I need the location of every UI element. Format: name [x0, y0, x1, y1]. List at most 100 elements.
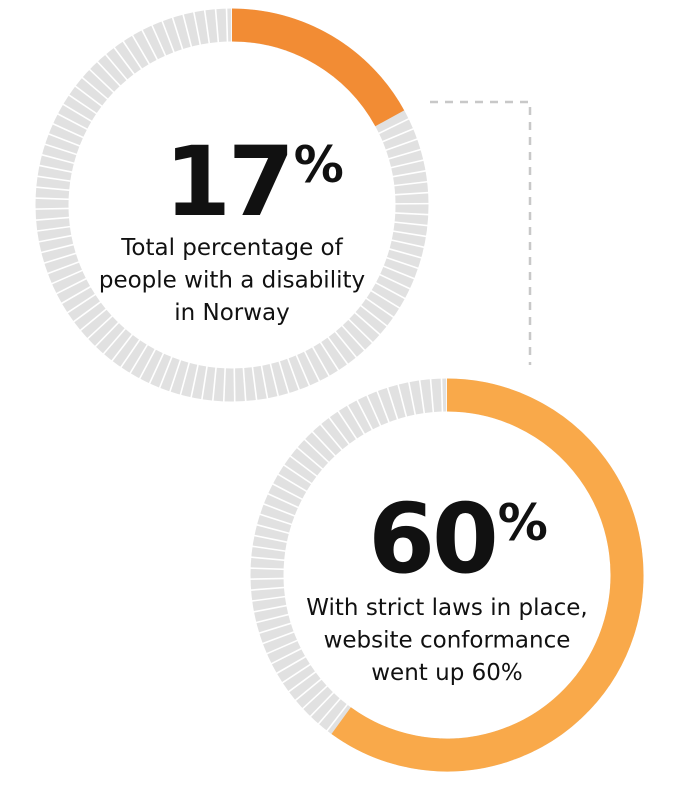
ring-divider: [131, 34, 151, 66]
ring-divider: [319, 423, 344, 452]
ring-divider: [359, 304, 389, 328]
ring-divider: [282, 463, 313, 485]
ring-divider: [384, 137, 419, 152]
ring-divider: [376, 390, 391, 424]
ring-divider: [394, 212, 430, 216]
ring-divider: [258, 513, 293, 526]
ring-divider: [364, 297, 395, 319]
ring-divider: [171, 16, 184, 51]
ring-divider: [141, 28, 159, 61]
ring-divider: [211, 366, 217, 402]
ring-divider: [286, 357, 301, 391]
charts: 17 % Total percentage of people with a disa…: [34, 7, 645, 773]
ring-divider: [440, 377, 444, 413]
description-line: With strict laws in place,: [306, 595, 587, 621]
value-label: 17: [164, 126, 292, 238]
ring-divider: [96, 60, 122, 88]
ring-divider: [161, 20, 176, 54]
ring-divider: [190, 363, 199, 399]
ring-divider: [61, 103, 93, 123]
description-line: went up 60%: [371, 660, 522, 686]
ring-divider: [225, 7, 229, 43]
ring-divider: [74, 84, 104, 108]
ring-divider: [51, 122, 85, 139]
ring-divider: [265, 639, 299, 655]
donut-arc: [331, 378, 644, 772]
ring-divider: [251, 366, 258, 402]
ring-divider: [386, 386, 399, 421]
ring-divider: [250, 586, 286, 591]
ring-divider: [38, 164, 73, 174]
ring-divider: [294, 677, 323, 702]
ring-divider: [429, 378, 435, 414]
ring-divider: [296, 446, 324, 471]
ring-divider: [251, 545, 287, 553]
description-line: in Norway: [174, 300, 290, 326]
ring-divider: [119, 338, 141, 369]
ring-divider: [340, 324, 366, 352]
ring-divider: [397, 383, 408, 418]
unit-label: %: [294, 136, 344, 194]
ring-divider: [66, 293, 97, 314]
ring-divider: [46, 260, 80, 275]
ring-divider: [158, 355, 173, 389]
ring-divider: [261, 630, 295, 645]
ring-divider: [325, 703, 349, 732]
ring-divider: [258, 622, 293, 635]
ring-divider: [369, 289, 401, 310]
ring-divider: [88, 68, 115, 94]
ring-divider: [347, 318, 374, 344]
ring-divider: [289, 454, 319, 478]
ring-divider: [382, 265, 416, 280]
unit-label: %: [498, 494, 548, 552]
ring-divider: [275, 655, 307, 675]
ring-divider: [303, 350, 321, 383]
ring-divider: [262, 502, 296, 517]
ring-divider: [50, 269, 84, 285]
ring-divider: [113, 46, 136, 76]
ring-divider: [55, 277, 88, 295]
ring-divider: [252, 604, 288, 613]
ring-divider: [326, 335, 349, 366]
ring-divider: [278, 360, 290, 395]
ring-divider: [34, 197, 70, 201]
ring-divider: [319, 341, 340, 372]
ring-divider: [253, 534, 288, 544]
ring-divider: [200, 365, 208, 401]
ring-divider: [381, 127, 415, 143]
ring-divider: [249, 577, 285, 580]
ring-divider: [266, 492, 300, 509]
ring-divider: [251, 595, 287, 602]
ring-divider: [309, 691, 335, 718]
ring-divider: [255, 523, 291, 535]
ring-divider: [393, 221, 429, 227]
ring-divider: [34, 207, 70, 210]
ring-divider: [43, 252, 78, 265]
ring-divider: [301, 684, 329, 710]
ring-divider: [334, 330, 358, 359]
ring-divider: [86, 314, 114, 340]
ring-divider: [391, 169, 427, 178]
ring-divider: [72, 300, 102, 323]
ring-divider: [388, 247, 423, 259]
ring-divider: [418, 379, 426, 415]
ring-divider: [94, 321, 120, 348]
ring-divider: [182, 13, 193, 48]
ring-divider: [56, 112, 89, 131]
ring-divider: [255, 613, 290, 624]
ring-divider: [35, 216, 71, 221]
connector: [430, 100, 532, 365]
ring-divider: [374, 281, 407, 300]
ring-divider: [249, 567, 285, 571]
ring-divider: [346, 404, 366, 436]
ring-divider: [392, 230, 428, 238]
ring-divider: [104, 53, 129, 82]
ring-divider: [311, 430, 337, 458]
ring-divider: [47, 132, 81, 147]
ring-divider: [192, 11, 202, 46]
ring-divider: [281, 663, 312, 684]
ring-divider: [35, 186, 71, 192]
ring-divider: [102, 327, 127, 356]
ring-divider: [271, 482, 304, 501]
ring-divider: [385, 256, 420, 270]
